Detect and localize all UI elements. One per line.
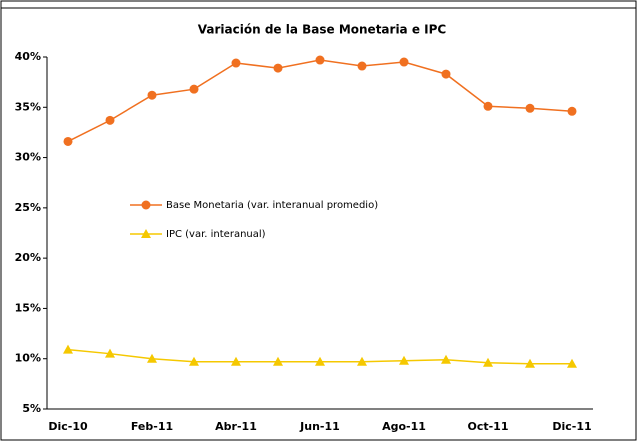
y-tick-label: 15% <box>15 301 41 314</box>
data-point <box>483 101 493 111</box>
data-point <box>399 57 409 67</box>
y-tick-label: 20% <box>15 251 41 264</box>
data-point <box>147 353 157 363</box>
x-tick-label: Abr-11 <box>215 420 257 433</box>
data-point <box>525 358 535 368</box>
data-point <box>315 356 325 366</box>
y-tick-label: 10% <box>15 352 41 365</box>
y-tick-label: 35% <box>15 100 41 113</box>
y-tick-label: 5% <box>22 402 41 415</box>
legend-marker <box>141 200 151 210</box>
data-point <box>483 357 493 367</box>
data-point <box>147 90 157 100</box>
y-tick-label: 25% <box>15 201 41 214</box>
x-tick-label: Jun-11 <box>299 420 340 433</box>
data-point <box>567 358 577 368</box>
data-point <box>357 356 367 366</box>
data-point <box>567 106 577 116</box>
data-point <box>315 55 325 65</box>
data-point <box>105 348 115 358</box>
x-tick-label: Oct-11 <box>467 420 508 433</box>
data-point <box>273 356 283 366</box>
data-point <box>231 58 241 68</box>
data-point <box>399 355 409 365</box>
data-point <box>189 84 199 94</box>
data-point <box>105 115 115 125</box>
data-point <box>63 136 73 146</box>
y-tick-label: 40% <box>15 50 41 63</box>
data-point <box>441 69 451 79</box>
data-point <box>441 354 451 364</box>
x-tick-label: Dic-10 <box>48 420 88 433</box>
legend-marker <box>141 229 151 238</box>
x-tick-label: Ago-11 <box>382 420 426 433</box>
legend-label: IPC (var. interanual) <box>166 229 266 240</box>
data-point <box>189 356 199 366</box>
data-point <box>273 63 283 73</box>
y-tick-label: 30% <box>15 151 41 164</box>
data-point <box>525 103 535 113</box>
chart-title: Variación de la Base Monetaria e IPC <box>198 23 447 37</box>
data-point <box>63 344 73 354</box>
legend-label: Base Monetaria (var. interanual promedio… <box>166 200 378 211</box>
x-tick-label: Dic-11 <box>552 420 591 433</box>
data-point <box>357 61 367 71</box>
x-tick-label: Feb-11 <box>131 420 173 433</box>
data-point <box>231 356 241 366</box>
